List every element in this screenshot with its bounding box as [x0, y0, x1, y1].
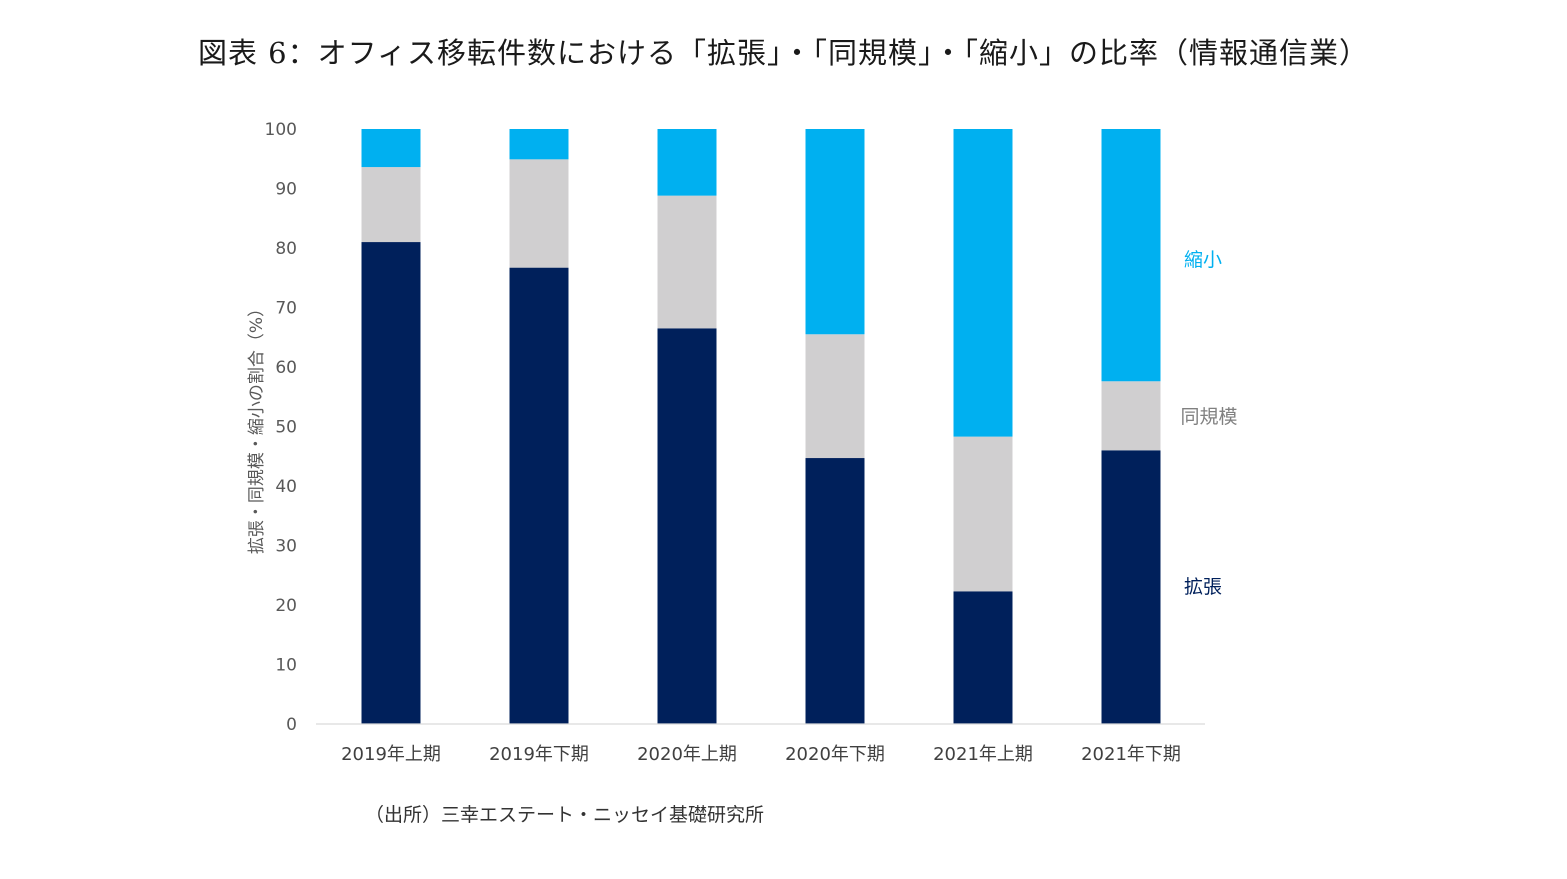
- bar-segment: [361, 242, 421, 725]
- bar-segment: [805, 458, 865, 724]
- bar-segment: [657, 328, 717, 724]
- y-tick-label: 80: [275, 239, 297, 259]
- y-tick-label: 0: [286, 715, 297, 735]
- series-label: 縮小: [1184, 249, 1222, 271]
- x-tick-label: 2020年上期: [637, 744, 737, 765]
- y-tick-label: 10: [275, 656, 297, 676]
- y-axis: 0 10 20 30 40 50 60 70 80 90 100: [265, 120, 297, 735]
- bar-segment: [509, 129, 569, 160]
- y-tick-label: 60: [275, 358, 297, 378]
- bar-segment: [953, 591, 1013, 724]
- y-axis-label: 拡張・同規模・縮小の割合（%）: [247, 300, 267, 554]
- bars: [361, 129, 1161, 725]
- source-note: （出所）三幸エステート・ニッセイ基礎研究所: [365, 804, 765, 826]
- x-axis: 2019年上期 2019年下期 2020年上期 2020年下期 2021年上期 2021年…: [316, 723, 1205, 765]
- y-tick-label: 50: [275, 418, 297, 438]
- y-tick-label: 20: [275, 596, 297, 616]
- bar-segment: [361, 167, 421, 243]
- y-tick-label: 70: [275, 299, 297, 319]
- y-tick-label: 30: [275, 537, 297, 557]
- bar-segment: [361, 129, 421, 168]
- x-tick-label: 2019年下期: [489, 744, 589, 765]
- x-tick-label: 2020年下期: [785, 744, 885, 765]
- y-tick-label: 90: [275, 180, 297, 200]
- y-tick-label: 100: [265, 120, 297, 140]
- bar-segment: [1101, 450, 1161, 724]
- bar-segment: [509, 159, 569, 268]
- bar-segment: [657, 129, 717, 196]
- bar-segment: [953, 436, 1013, 592]
- series-label: 同規模: [1180, 406, 1237, 428]
- series-labels: 拡張 同規模 縮小: [1180, 249, 1237, 598]
- bar-segment: [657, 195, 717, 329]
- y-tick-label: 40: [275, 477, 297, 497]
- bar-segment: [1101, 381, 1161, 451]
- bar-segment: [953, 129, 1013, 437]
- bar-segment: [509, 267, 569, 724]
- x-tick-label: 2021年上期: [933, 744, 1033, 765]
- x-tick-label: 2019年上期: [341, 744, 441, 765]
- x-tick-label: 2021年下期: [1081, 744, 1181, 765]
- bar-segment: [1101, 129, 1161, 382]
- chart-title: 図表 6：オフィス移転件数における「拡張」・「同規模」・「縮小」の比率（情報通信…: [197, 36, 1370, 70]
- series-label: 拡張: [1184, 576, 1222, 598]
- bar-segment: [805, 129, 865, 335]
- bar-segment: [805, 334, 865, 459]
